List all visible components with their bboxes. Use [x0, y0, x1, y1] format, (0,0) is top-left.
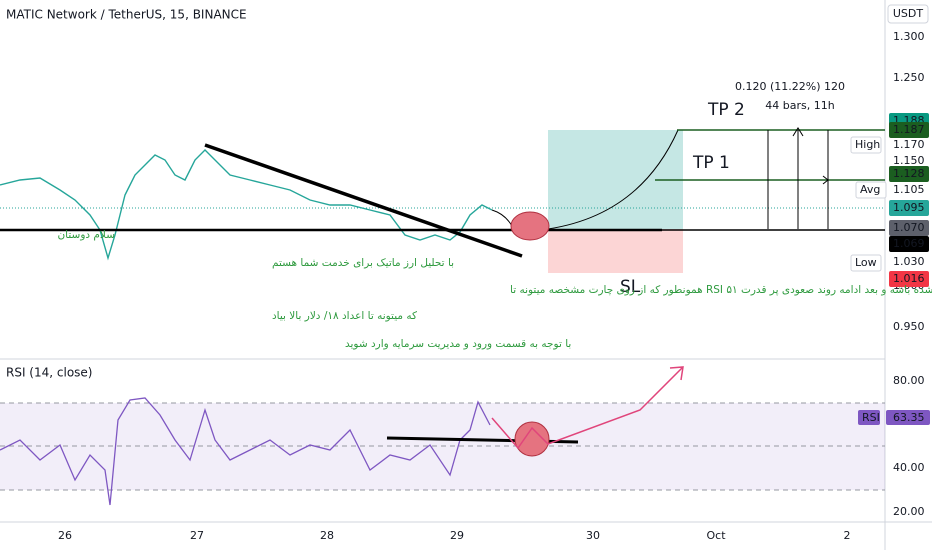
- rsi-tag-label: RSI: [862, 411, 880, 424]
- symbol-title: MATIC Network / TetherUS, 15, BINANCE: [6, 8, 247, 22]
- trend-line: [204, 143, 523, 258]
- note: با تحلیل ارز ماتیک برای خدمت شما هستم: [272, 257, 454, 269]
- price-badge-label: 1.030: [893, 255, 925, 268]
- price-series: [0, 149, 493, 261]
- stat-tag: [850, 254, 882, 272]
- note: با توجه به قسمت ورود و مدیریت سرمایه وار…: [345, 338, 571, 350]
- price-badge: [889, 236, 929, 252]
- stop-zone: [548, 229, 683, 273]
- price-badge-label: 1.170: [893, 138, 925, 151]
- note: الی ۵۲ اصلاح شده باشه و بعد ادامه روند ص…: [510, 284, 932, 296]
- entry-circle: [510, 211, 550, 241]
- tp1: TP 1: [692, 153, 730, 173]
- price-label: 1.300: [893, 30, 925, 43]
- tp2: TP 2: [707, 100, 745, 120]
- price-badge-label: 1.095: [893, 201, 925, 214]
- currency[interactable]: USDT: [893, 7, 924, 20]
- time-label: 26: [58, 529, 72, 542]
- range-measure: [767, 127, 829, 229]
- rsi-value: 63.35: [893, 411, 925, 424]
- time-label: 30: [586, 529, 600, 542]
- price-label: 1.250: [893, 71, 925, 84]
- currency-box[interactable]: [887, 4, 929, 24]
- note: که میتونه تا اعداد ۱۸/ دلار بالا بیاد: [272, 310, 417, 322]
- rsi-arrow: [491, 366, 684, 450]
- price-badge: [889, 200, 929, 216]
- rsi-series: [0, 397, 491, 506]
- price-label: 1.150: [893, 154, 925, 167]
- stat-label: High: [855, 138, 880, 151]
- time-label: 2: [844, 529, 851, 542]
- note: سلام دوستان: [57, 229, 115, 241]
- price-badge-label: 1.069: [893, 237, 925, 250]
- rsi-label: 40.00: [893, 461, 925, 474]
- price-badge-label: 1.128: [893, 167, 925, 180]
- price-badge-label: 1.105: [893, 183, 925, 196]
- bars: 44 bars, 11h: [765, 99, 834, 112]
- time-label: 29: [450, 529, 464, 542]
- rsi-title: RSI (14, close): [6, 366, 92, 380]
- rsi-levels: [0, 402, 885, 491]
- measure: 0.120 (11.22%) 120: [735, 80, 845, 93]
- rsi-label: 20.00: [893, 505, 925, 518]
- time-label: 28: [320, 529, 334, 542]
- price-badge: [889, 220, 929, 236]
- stat-label: Low: [855, 256, 877, 269]
- time-label: Oct: [706, 529, 726, 542]
- stat-tag: [855, 181, 887, 199]
- price-badge-label: 1.016: [893, 272, 925, 285]
- price-badge-label: 1.187: [893, 123, 925, 136]
- rsi-label: 80.00: [893, 374, 925, 387]
- sl: SL: [620, 277, 641, 297]
- stat-label: Avg: [860, 183, 880, 196]
- rsi-circle: [514, 421, 550, 457]
- price-badge: [889, 271, 929, 287]
- price-label: 0.950: [893, 320, 925, 333]
- rsi-badge: [886, 410, 930, 425]
- price-badge-label: 1.070: [893, 221, 925, 234]
- stat-tag: [850, 136, 882, 154]
- time-label: 27: [190, 529, 204, 542]
- rsi-tag: [858, 410, 880, 425]
- price-badge: [889, 166, 929, 182]
- price-badge: [889, 122, 929, 138]
